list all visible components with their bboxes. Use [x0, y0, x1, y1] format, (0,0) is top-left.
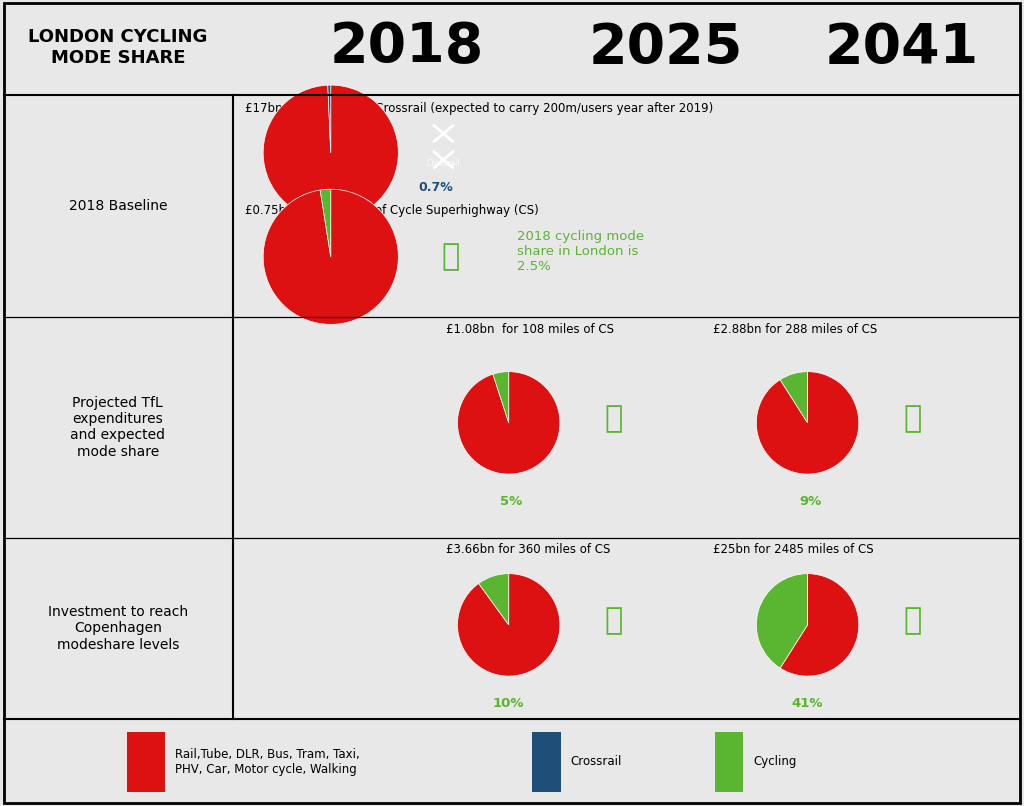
Text: 2018: 2018 — [330, 21, 483, 74]
Text: 🚴: 🚴 — [903, 405, 922, 434]
Text: £0.75bn for 7.5 miles of Cycle Superhighway (CS): £0.75bn for 7.5 miles of Cycle Superhigh… — [246, 204, 539, 217]
Text: Crossrail: Crossrail — [427, 159, 460, 168]
Text: Rail,Tube, DLR, Bus, Tram, Taxi,
PHV, Car, Motor cycle, Walking: Rail,Tube, DLR, Bus, Tram, Taxi, PHV, Ca… — [175, 748, 360, 775]
Wedge shape — [780, 574, 859, 676]
Text: 5%: 5% — [500, 495, 522, 508]
Text: 9%: 9% — [799, 495, 821, 508]
Wedge shape — [263, 189, 398, 324]
Wedge shape — [757, 372, 859, 474]
Text: 0.7%: 0.7% — [419, 181, 453, 194]
Bar — [715, 732, 743, 791]
Text: Investment to reach
Copenhagen
modeshare levels: Investment to reach Copenhagen modeshare… — [48, 605, 187, 652]
Text: 2018 Baseline: 2018 Baseline — [69, 199, 167, 213]
Wedge shape — [757, 574, 808, 668]
Text: 2018 cycling mode
share in London is
2.5%: 2018 cycling mode share in London is 2.5… — [516, 231, 644, 273]
Bar — [127, 732, 165, 791]
Text: Projected TfL
expenditures
and expected
mode share: Projected TfL expenditures and expected … — [71, 396, 165, 459]
Text: 2025: 2025 — [589, 21, 743, 74]
Text: 10%: 10% — [493, 697, 524, 710]
Wedge shape — [478, 574, 509, 625]
Text: 🚴: 🚴 — [604, 405, 623, 434]
Text: £3.66bn for 360 miles of CS: £3.66bn for 360 miles of CS — [445, 543, 610, 556]
Bar — [532, 732, 561, 791]
Wedge shape — [321, 189, 331, 257]
Text: LONDON CYCLING
MODE SHARE: LONDON CYCLING MODE SHARE — [28, 28, 208, 67]
Wedge shape — [780, 372, 808, 423]
Text: 🚴: 🚴 — [442, 243, 460, 272]
Wedge shape — [328, 85, 331, 152]
Wedge shape — [458, 574, 560, 676]
Wedge shape — [263, 85, 398, 220]
Text: Cycling: Cycling — [754, 755, 797, 768]
Wedge shape — [493, 372, 509, 423]
Text: 2041: 2041 — [824, 21, 979, 74]
Text: £2.88bn for 288 miles of CS: £2.88bn for 288 miles of CS — [713, 323, 878, 336]
Text: 41%: 41% — [792, 697, 823, 710]
Wedge shape — [458, 372, 560, 474]
Text: £25bn for 2485 miles of CS: £25bn for 2485 miles of CS — [713, 543, 873, 556]
Text: £1.08bn  for 108 miles of CS: £1.08bn for 108 miles of CS — [445, 323, 613, 336]
Text: Crossrail: Crossrail — [570, 755, 623, 768]
Text: £17bn for 60 miles of Crossrail (expected to carry 200m/users year after 2019): £17bn for 60 miles of Crossrail (expecte… — [246, 102, 714, 114]
Text: 🚴: 🚴 — [604, 606, 623, 635]
Text: 🚴: 🚴 — [903, 606, 922, 635]
